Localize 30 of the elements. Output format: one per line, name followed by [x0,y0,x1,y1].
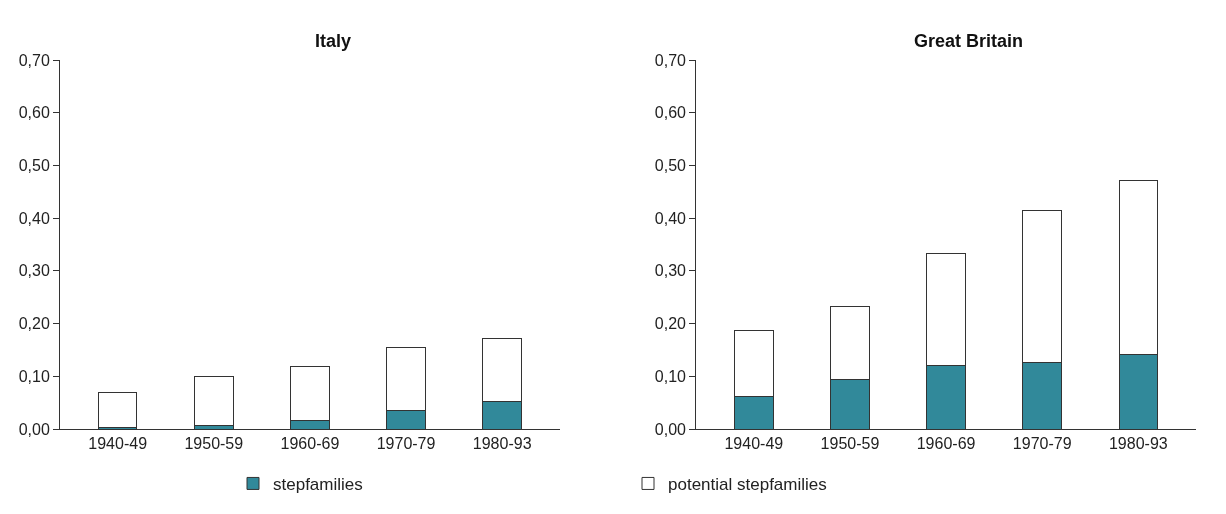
y-tick-label: 0,60 [18,104,50,122]
y-tick-label: 0,70 [18,51,50,69]
y-tick-label: 0,60 [654,104,687,122]
legend-label: potential stepfamilies [668,475,827,495]
y-tick-label: 0,30 [654,262,687,280]
y-tick-label: 0,40 [654,209,687,227]
x-tick-label: 1980-93 [1108,435,1168,453]
y-tick-label: 0,00 [654,420,687,438]
x-tick-label: 1970-79 [376,435,436,453]
legend-label: stepfamilies [273,475,363,495]
y-tick-label: 0,20 [654,315,687,333]
x-tick-label: 1970-79 [1012,435,1072,453]
y-tick-label: 0,10 [654,367,687,385]
chart-title: Italy [315,31,352,51]
x-tick-label: 1940-49 [88,435,148,453]
y-tick-label: 0,30 [18,262,50,280]
y-tick-label: 0,10 [18,367,50,385]
y-tick-label: 0,00 [18,420,50,438]
y-tick-label: 0,50 [654,157,687,175]
chart-title: Great Britain [914,31,1024,51]
x-tick-label: 1960-69 [280,435,340,453]
y-tick-label: 0,70 [654,51,687,69]
y-tick-label: 0,40 [18,209,50,227]
x-tick-label: 1950-59 [820,435,880,453]
x-tick-label: 1960-69 [916,435,976,453]
y-tick-label: 0,50 [18,157,50,175]
x-tick-label: 1940-49 [724,435,784,453]
y-tick-label: 0,20 [18,315,50,333]
x-tick-label: 1980-93 [472,435,532,453]
x-tick-label: 1950-59 [184,435,244,453]
